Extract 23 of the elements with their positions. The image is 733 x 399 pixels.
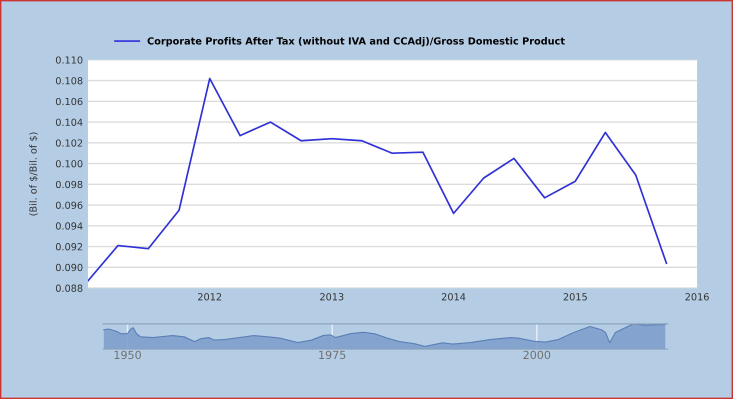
x-tick-label: 2012 [198,293,222,300]
y-axis-title: (Bil. of $/Bil. of $) [29,132,38,216]
y-tick-label: 0.090 [56,264,82,272]
y-tick-label: 0.088 [56,284,82,292]
y-tick-label: 0.092 [56,243,82,250]
line-series [88,78,668,282]
y-tick-label: 0.100 [56,160,82,168]
x-tick-label: 2013 [320,293,344,300]
x-tick-label: 1975 [319,350,346,360]
y-tick-label: 0.096 [56,202,82,209]
y-tick-label: 0.104 [56,118,83,126]
x-tick-label: 2014 [442,293,466,300]
x-tick-label: 1950 [114,350,141,360]
y-tick-label: 0.098 [56,180,82,188]
y-tick-label: 0.094 [56,222,83,230]
x-tick-label: 2016 [685,293,709,300]
y-tick-label: 0.106 [56,98,82,106]
y-tick-label: 0.102 [56,139,82,147]
legend-label: Corporate Profits After Tax (without IVA and CCAdj)/Gross Domestic Product [148,37,565,47]
x-tick-label: 2015 [564,293,587,300]
y-tick-label: 0.110 [56,56,82,64]
x-tick-label: 2000 [523,350,550,360]
y-tick-label: 0.108 [56,77,82,84]
